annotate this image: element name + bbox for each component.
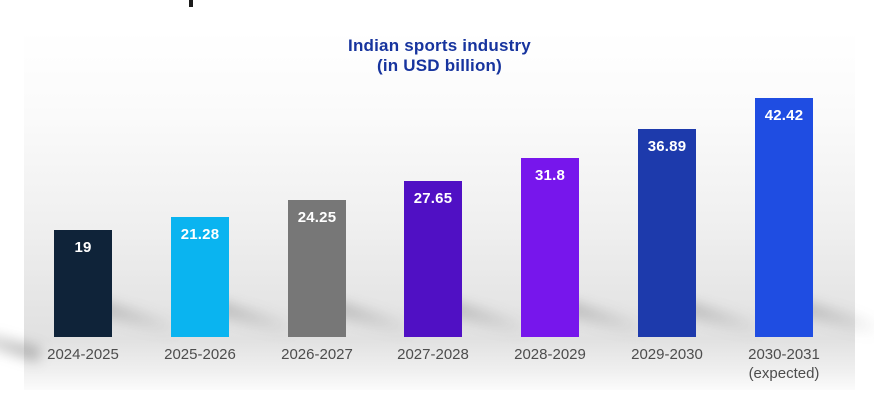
category-label-line: 2030-2031 bbox=[748, 346, 820, 363]
bar: 31.8 bbox=[521, 158, 579, 337]
bar-value-label: 36.89 bbox=[647, 138, 687, 155]
category-label-line: 2029-2030 bbox=[631, 346, 703, 363]
bar: 24.25 bbox=[288, 200, 346, 337]
bar-value-label: 21.28 bbox=[180, 226, 220, 243]
category-label: 2024-2025 bbox=[28, 345, 138, 364]
bar-value-label: 24.25 bbox=[297, 209, 337, 226]
category-label-line: 2025-2026 bbox=[164, 346, 236, 363]
bar-value-label: 31.8 bbox=[535, 167, 565, 184]
category-label: 2027-2028 bbox=[378, 345, 488, 364]
bar: 36.89 bbox=[638, 129, 696, 337]
category-label: 2030-2031 (expected) bbox=[729, 345, 839, 383]
bar: 42.42 bbox=[755, 98, 813, 337]
bar-value-label: 19 bbox=[74, 239, 92, 256]
category-label-line: 2024-2025 bbox=[47, 346, 119, 363]
category-label: 2025-2026 bbox=[145, 345, 255, 364]
category-label-line: 2027-2028 bbox=[397, 346, 469, 363]
category-label: 2028-2029 bbox=[495, 345, 605, 364]
bar-value-label: 42.42 bbox=[764, 107, 804, 124]
category-label-line: 2026-2027 bbox=[281, 346, 353, 363]
category-label-line: (expected) bbox=[748, 365, 820, 382]
chart-title-line2: (in USD billion) bbox=[376, 56, 502, 75]
chart-title: Indian sports industry (in USD billion) bbox=[24, 36, 855, 76]
category-label: 2026-2027 bbox=[262, 345, 372, 364]
bar-value-label: 27.65 bbox=[413, 190, 453, 207]
chart-title-line1: Indian sports industry bbox=[348, 36, 531, 55]
category-label-line: 2028-2029 bbox=[514, 346, 586, 363]
bar: 21.28 bbox=[171, 217, 229, 337]
category-label: 2029-2030 bbox=[612, 345, 722, 364]
cropped-text-artifact bbox=[189, 0, 193, 7]
bar: 19 bbox=[54, 230, 112, 337]
bar: 27.65 bbox=[404, 181, 462, 337]
